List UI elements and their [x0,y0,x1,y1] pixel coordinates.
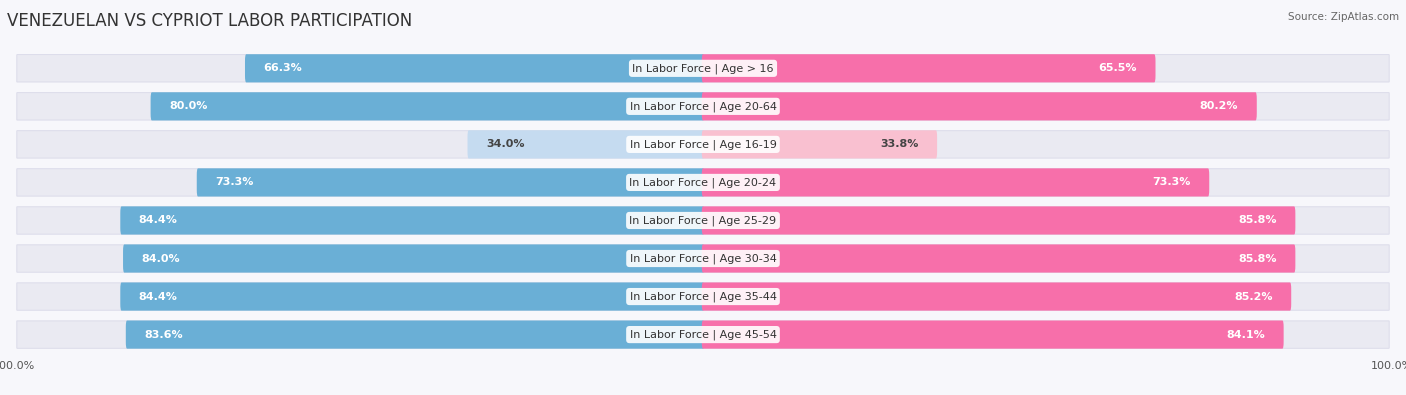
Text: In Labor Force | Age 25-29: In Labor Force | Age 25-29 [630,215,776,226]
Text: In Labor Force | Age 30-34: In Labor Force | Age 30-34 [630,253,776,264]
FancyBboxPatch shape [17,55,1389,82]
Text: 84.4%: 84.4% [139,215,177,226]
FancyBboxPatch shape [121,206,704,235]
Legend: Venezuelan, Cypriot: Venezuelan, Cypriot [609,394,797,395]
Text: 80.0%: 80.0% [169,102,208,111]
Text: 66.3%: 66.3% [263,63,302,73]
FancyBboxPatch shape [702,54,1156,83]
FancyBboxPatch shape [702,168,1209,197]
Text: 65.5%: 65.5% [1098,63,1137,73]
FancyBboxPatch shape [702,206,1295,235]
Text: In Labor Force | Age 45-54: In Labor Force | Age 45-54 [630,329,776,340]
FancyBboxPatch shape [702,245,1295,273]
Text: 85.8%: 85.8% [1239,215,1277,226]
Text: Source: ZipAtlas.com: Source: ZipAtlas.com [1288,12,1399,22]
Text: In Labor Force | Age 16-19: In Labor Force | Age 16-19 [630,139,776,150]
FancyBboxPatch shape [702,130,938,158]
FancyBboxPatch shape [17,131,1389,158]
FancyBboxPatch shape [125,320,704,349]
Text: 85.2%: 85.2% [1234,292,1272,301]
FancyBboxPatch shape [17,245,1389,272]
Text: 73.3%: 73.3% [215,177,253,188]
Text: 33.8%: 33.8% [880,139,918,149]
Text: 80.2%: 80.2% [1199,102,1239,111]
Text: In Labor Force | Age 20-24: In Labor Force | Age 20-24 [630,177,776,188]
FancyBboxPatch shape [17,169,1389,196]
Text: 34.0%: 34.0% [486,139,524,149]
Text: In Labor Force | Age > 16: In Labor Force | Age > 16 [633,63,773,73]
FancyBboxPatch shape [150,92,704,120]
Text: In Labor Force | Age 35-44: In Labor Force | Age 35-44 [630,291,776,302]
FancyBboxPatch shape [468,130,704,158]
FancyBboxPatch shape [702,320,1284,349]
FancyBboxPatch shape [702,92,1257,120]
Text: VENEZUELAN VS CYPRIOT LABOR PARTICIPATION: VENEZUELAN VS CYPRIOT LABOR PARTICIPATIO… [7,12,412,30]
FancyBboxPatch shape [17,321,1389,348]
FancyBboxPatch shape [124,245,704,273]
Text: 83.6%: 83.6% [145,329,183,340]
FancyBboxPatch shape [245,54,704,83]
Text: In Labor Force | Age 20-64: In Labor Force | Age 20-64 [630,101,776,112]
Text: 73.3%: 73.3% [1153,177,1191,188]
Text: 84.1%: 84.1% [1226,329,1265,340]
FancyBboxPatch shape [17,207,1389,234]
Text: 84.0%: 84.0% [142,254,180,263]
FancyBboxPatch shape [17,283,1389,310]
FancyBboxPatch shape [197,168,704,197]
FancyBboxPatch shape [702,282,1291,310]
FancyBboxPatch shape [121,282,704,310]
Text: 84.4%: 84.4% [139,292,177,301]
Text: 85.8%: 85.8% [1239,254,1277,263]
FancyBboxPatch shape [17,93,1389,120]
